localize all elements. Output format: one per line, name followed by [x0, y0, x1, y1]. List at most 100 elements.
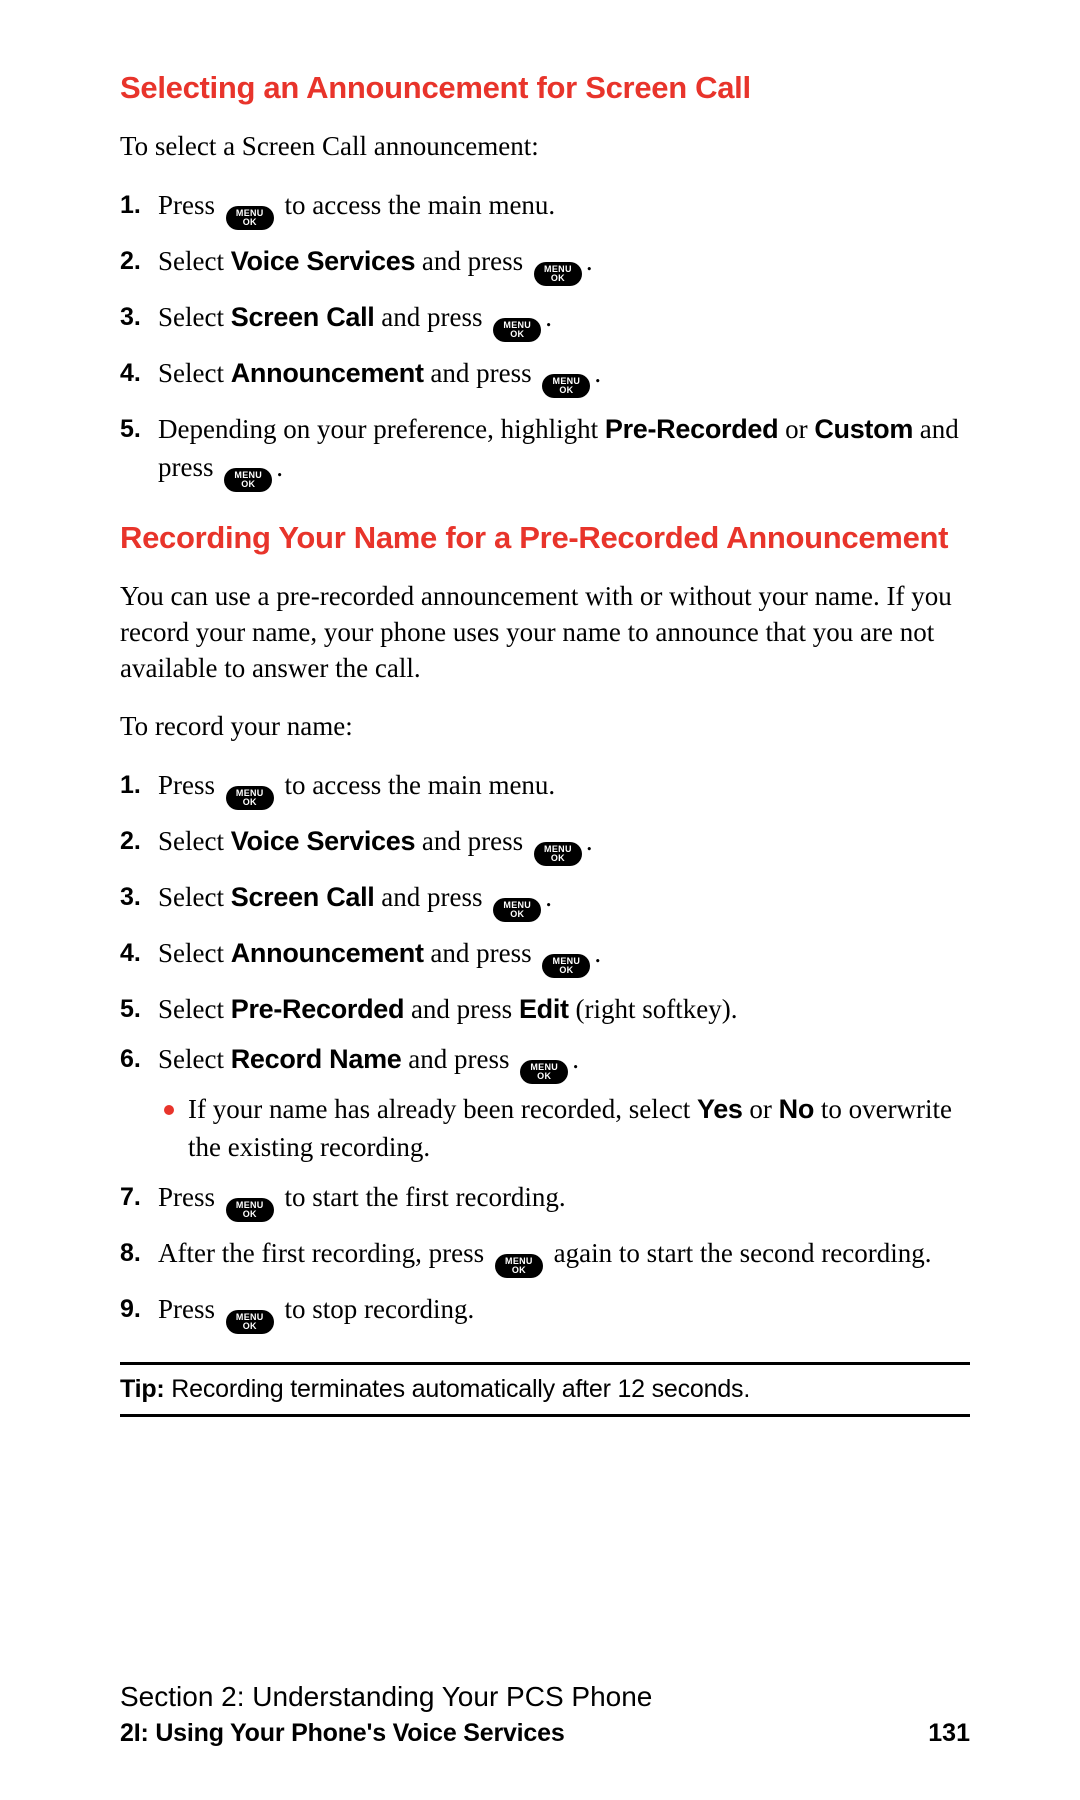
step-number: 4.: [120, 354, 141, 392]
menu-ok-icon: MENUOK: [226, 206, 274, 230]
menu-ok-icon: MENUOK: [226, 1310, 274, 1334]
tip-block: Tip: Recording terminates automatically …: [120, 1362, 970, 1417]
step-text: Select: [158, 826, 231, 856]
step-text: Select: [158, 994, 231, 1024]
step-text: .: [545, 882, 552, 912]
tip-text: Recording terminates automatically after…: [165, 1375, 751, 1403]
step-number: 4.: [120, 934, 141, 972]
step-1: 1. Press MENUOK to access the main menu.: [158, 186, 970, 230]
page-number: 131: [928, 1719, 970, 1748]
step-number: 7.: [120, 1178, 141, 1216]
menu-ok-icon: MENUOK: [542, 954, 590, 978]
step-text: .: [594, 938, 601, 968]
step-4: 4. Select Announcement and press MENUOK.: [158, 354, 970, 398]
step-number: 5.: [120, 990, 141, 1028]
step-text: .: [586, 246, 593, 276]
bold-text: Custom: [814, 414, 913, 444]
menu-ok-icon: MENUOK: [493, 318, 541, 342]
para-recording: You can use a pre-recorded announcement …: [120, 578, 970, 686]
step-text: .: [594, 358, 601, 388]
step-text: and press: [404, 994, 519, 1024]
step-3: 3. Select Screen Call and press MENUOK.: [158, 878, 970, 922]
step-text: Select: [158, 1044, 231, 1074]
step-number: 2.: [120, 822, 141, 860]
sub-bullet-list: If your name has already been recorded, …: [158, 1090, 970, 1166]
step-number: 3.: [120, 298, 141, 336]
steps-select: 1. Press MENUOK to access the main menu.…: [120, 186, 970, 492]
bold-text: Announcement: [231, 938, 424, 968]
step-1: 1. Press MENUOK to access the main menu.: [158, 766, 970, 810]
menu-ok-icon: MENUOK: [226, 1198, 274, 1222]
step-text: Select: [158, 246, 231, 276]
step-number: 1.: [120, 766, 141, 804]
step-number: 3.: [120, 878, 141, 916]
step-text: to access the main menu.: [278, 190, 555, 220]
step-number: 2.: [120, 242, 141, 280]
step-number: 9.: [120, 1290, 141, 1328]
sub-bullet: If your name has already been recorded, …: [188, 1090, 970, 1166]
footer-subsection-title: 2I: Using Your Phone's Voice Services: [120, 1719, 565, 1748]
bold-text: Screen Call: [231, 302, 375, 332]
menu-ok-icon: MENUOK: [520, 1060, 568, 1084]
bold-text: Record Name: [231, 1044, 402, 1074]
bold-text: Screen Call: [231, 882, 375, 912]
step-text: Depending on your preference, highlight: [158, 414, 605, 444]
step-text: Press: [158, 1182, 222, 1212]
bold-text: Pre-Recorded: [231, 994, 404, 1024]
bold-text: Voice Services: [231, 826, 415, 856]
footer-section-title: Section 2: Understanding Your PCS Phone: [120, 1681, 970, 1713]
step-9: 9. Press MENUOK to stop recording.: [158, 1290, 970, 1334]
step-text: and press: [375, 302, 490, 332]
step-4: 4. Select Announcement and press MENUOK.: [158, 934, 970, 978]
bold-text: Yes: [697, 1094, 743, 1124]
menu-ok-icon: MENUOK: [542, 374, 590, 398]
step-number: 1.: [120, 186, 141, 224]
intro-select: To select a Screen Call announcement:: [120, 128, 970, 164]
sub-text: or: [743, 1094, 779, 1124]
bold-text: No: [779, 1094, 814, 1124]
bold-text: Pre-Recorded: [605, 414, 778, 444]
step-text: Select: [158, 302, 231, 332]
step-text: .: [586, 826, 593, 856]
step-text: or: [778, 414, 814, 444]
bold-text: Edit: [519, 994, 569, 1024]
step-2: 2. Select Voice Services and press MENUO…: [158, 242, 970, 286]
step-text: again to start the second recording.: [547, 1238, 932, 1268]
intro-record: To record your name:: [120, 708, 970, 744]
step-number: 5.: [120, 410, 141, 448]
heading-selecting-announcement: Selecting an Announcement for Screen Cal…: [120, 70, 970, 106]
step-6: 6. Select Record Name and press MENUOK. …: [158, 1040, 970, 1166]
step-text: and press: [424, 358, 539, 388]
step-text: Press: [158, 770, 222, 800]
step-text: (right softkey).: [569, 994, 738, 1024]
step-text: and press: [415, 826, 530, 856]
step-7: 7. Press MENUOK to start the first recor…: [158, 1178, 970, 1222]
step-number: 6.: [120, 1040, 141, 1078]
bold-text: Announcement: [231, 358, 424, 388]
menu-ok-icon: MENUOK: [534, 842, 582, 866]
step-3: 3. Select Screen Call and press MENUOK.: [158, 298, 970, 342]
step-text: and press: [375, 882, 490, 912]
step-text: .: [572, 1044, 579, 1074]
step-text: Select: [158, 938, 231, 968]
step-text: and press: [415, 246, 530, 276]
step-text: and press: [402, 1044, 517, 1074]
menu-ok-icon: MENUOK: [495, 1254, 543, 1278]
menu-ok-icon: MENUOK: [226, 786, 274, 810]
step-text: Select: [158, 882, 231, 912]
step-text: to start the first recording.: [278, 1182, 566, 1212]
step-text: .: [545, 302, 552, 332]
step-8: 8. After the first recording, press MENU…: [158, 1234, 970, 1278]
step-2: 2. Select Voice Services and press MENUO…: [158, 822, 970, 866]
step-text: to stop recording.: [278, 1294, 474, 1324]
step-text: .: [276, 452, 283, 482]
step-text: Select: [158, 358, 231, 388]
menu-ok-icon: MENUOK: [224, 468, 272, 492]
step-text: to access the main menu.: [278, 770, 555, 800]
tip-label: Tip:: [120, 1375, 165, 1403]
step-5: 5. Depending on your preference, highlig…: [158, 410, 970, 492]
heading-recording-name: Recording Your Name for a Pre-Recorded A…: [120, 520, 970, 556]
step-text: and press: [424, 938, 539, 968]
page: Selecting an Announcement for Screen Cal…: [0, 0, 1080, 1800]
bold-text: Voice Services: [231, 246, 415, 276]
